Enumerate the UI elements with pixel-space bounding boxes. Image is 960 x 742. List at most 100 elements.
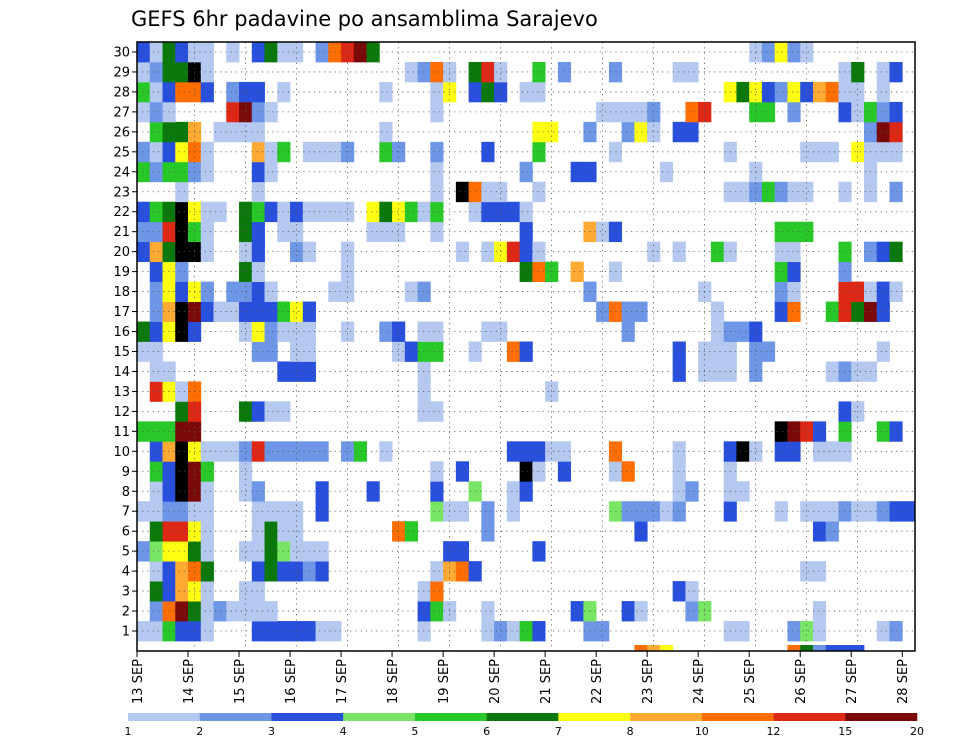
heatmap-cell bbox=[239, 201, 253, 223]
heatmap-cell bbox=[137, 341, 151, 362]
heatmap-cell bbox=[264, 621, 278, 642]
heatmap-cell bbox=[251, 501, 265, 522]
heatmap-cell bbox=[736, 621, 750, 642]
heatmap-cell bbox=[404, 61, 418, 83]
heatmap-cell bbox=[239, 81, 253, 103]
heatmap-cell bbox=[634, 601, 648, 622]
y-tick-label: 3 bbox=[122, 585, 130, 600]
y-tick-label: 8 bbox=[122, 485, 130, 500]
heatmap-cell bbox=[149, 441, 163, 462]
heatmap-cell bbox=[137, 161, 151, 183]
heatmap-cell bbox=[251, 521, 265, 542]
heatmap-cell bbox=[889, 121, 903, 143]
heatmap-cell bbox=[200, 241, 214, 263]
heatmap-cell bbox=[774, 441, 788, 462]
heatmap-cell bbox=[175, 441, 189, 462]
heatmap-cell bbox=[481, 141, 495, 163]
y-tick-label: 19 bbox=[113, 265, 130, 280]
heatmap-cell bbox=[200, 621, 214, 642]
heatmap-cell bbox=[430, 561, 444, 582]
y-tick-label: 14 bbox=[113, 365, 130, 380]
heatmap-cell bbox=[239, 441, 253, 462]
heatmap-cell bbox=[519, 461, 533, 482]
heatmap-cell bbox=[761, 42, 776, 63]
heatmap-cell bbox=[175, 601, 189, 622]
colorbar-label: 4 bbox=[340, 725, 347, 738]
heatmap-cell bbox=[876, 421, 890, 442]
heatmap-cell bbox=[455, 541, 469, 562]
heatmap-cell bbox=[481, 61, 495, 83]
heatmap-cell bbox=[506, 441, 521, 462]
heatmap-cell bbox=[315, 481, 329, 502]
heatmap-cell bbox=[251, 441, 265, 462]
heatmap-cell bbox=[774, 281, 788, 302]
heatmap-cell bbox=[430, 601, 444, 622]
heatmap-cell bbox=[481, 521, 495, 542]
heatmap-cell bbox=[175, 621, 189, 642]
heatmap-cell bbox=[634, 501, 648, 522]
heatmap-cell bbox=[812, 521, 827, 542]
heatmap-cell bbox=[149, 381, 163, 402]
heatmap-cell bbox=[761, 81, 776, 103]
heatmap-cell bbox=[213, 441, 227, 462]
x-tick-label: 19 SEP bbox=[437, 659, 452, 704]
heatmap-cell bbox=[481, 241, 495, 263]
heatmap-cell bbox=[506, 481, 521, 502]
heatmap-cell bbox=[149, 261, 163, 282]
heatmap-cell bbox=[175, 181, 189, 203]
heatmap-cell bbox=[404, 341, 418, 362]
heatmap-cell bbox=[621, 601, 635, 622]
heatmap-cell bbox=[200, 461, 214, 482]
colorbar-swatch bbox=[701, 713, 774, 721]
heatmap-cell bbox=[430, 481, 444, 502]
heatmap-cell bbox=[149, 521, 163, 542]
heatmap-cell bbox=[175, 201, 189, 223]
heatmap-cell bbox=[825, 141, 839, 163]
heatmap-cell bbox=[149, 121, 163, 143]
heatmap-cell bbox=[800, 221, 814, 243]
heatmap-cell bbox=[175, 421, 189, 442]
heatmap-cell bbox=[596, 101, 610, 123]
heatmap-cell bbox=[251, 261, 265, 282]
heatmap-cell bbox=[825, 81, 839, 103]
heatmap-cell bbox=[519, 261, 533, 282]
x-tick-label: 14 SEP bbox=[182, 659, 197, 704]
heatmap-cell bbox=[430, 81, 444, 103]
heatmap-cell bbox=[787, 421, 801, 442]
heatmap-cell bbox=[621, 101, 635, 123]
heatmap-cell bbox=[710, 321, 725, 342]
heatmap-cell bbox=[149, 42, 163, 63]
y-tick-label: 16 bbox=[113, 325, 130, 340]
colorbar-legend: 1 2 3 4 5 6 7 8 10 12 15 20 bbox=[125, 713, 924, 738]
heatmap-cell bbox=[838, 645, 852, 652]
heatmap-cell bbox=[264, 541, 278, 562]
heatmap-cell bbox=[239, 241, 253, 263]
heatmap-cell bbox=[264, 561, 278, 582]
heatmap-cell bbox=[519, 441, 533, 462]
heatmap-cell bbox=[226, 281, 240, 302]
heatmap-cell bbox=[379, 201, 393, 223]
colorbar-swatch bbox=[128, 713, 201, 721]
heatmap-cell bbox=[200, 61, 214, 83]
heatmap-cell bbox=[392, 321, 406, 342]
heatmap-cell bbox=[404, 201, 418, 223]
heatmap-cell bbox=[621, 301, 635, 322]
heatmap-cell bbox=[149, 361, 163, 382]
colorbar-swatch bbox=[630, 713, 703, 721]
heatmap-cell bbox=[430, 341, 444, 362]
heatmap-cell bbox=[876, 341, 890, 362]
heatmap-cell bbox=[366, 201, 380, 223]
heatmap-cell bbox=[137, 321, 151, 342]
heatmap-cell bbox=[200, 161, 214, 183]
heatmap-cell bbox=[825, 361, 839, 382]
heatmap-cell bbox=[430, 141, 444, 163]
heatmap-cell bbox=[239, 481, 253, 502]
heatmap-cell bbox=[749, 361, 763, 382]
heatmap-cell bbox=[889, 181, 903, 203]
heatmap-cell bbox=[379, 441, 393, 462]
heatmap-cell bbox=[710, 341, 725, 362]
heatmap-cell bbox=[481, 621, 495, 642]
heatmap-cell bbox=[175, 321, 189, 342]
heatmap-cell bbox=[774, 241, 788, 263]
